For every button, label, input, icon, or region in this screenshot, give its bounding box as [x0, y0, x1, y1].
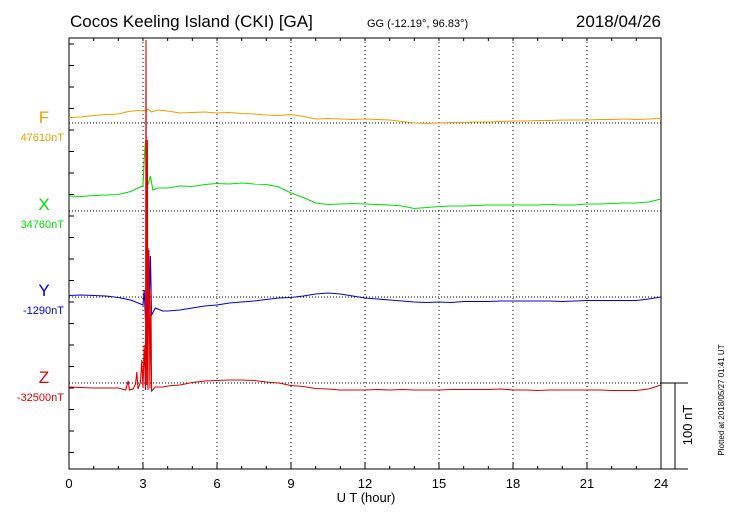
- series-label-y: Y: [38, 281, 49, 300]
- x-tick-label: 6: [213, 476, 220, 491]
- x-tick-label: 3: [139, 476, 146, 491]
- baseline-value-y: -1290nT: [23, 305, 64, 317]
- baseline-value-z: -32500nT: [17, 392, 64, 404]
- x-axis-label: U T (hour): [337, 490, 396, 505]
- x-tick-label: 21: [580, 476, 594, 491]
- series-line-f: [68, 108, 662, 125]
- x-tick-label: 18: [506, 476, 520, 491]
- plotted-note: Plotted at 2018/05/27 01:41 UT: [717, 344, 726, 455]
- station-coordinates: GG (-12.19°, 96.83°): [367, 18, 468, 30]
- series-label-z: Z: [39, 368, 49, 387]
- x-tick-label: 24: [654, 476, 668, 491]
- grid-lines: [142, 38, 588, 469]
- baseline-value-f: 47610nT: [21, 132, 65, 144]
- x-tick-label: 12: [358, 476, 372, 491]
- scale-bar-label: 100 nT: [680, 405, 695, 446]
- x-axis-ticks: 0 3 6 9 12 15 18 21 24: [65, 38, 668, 491]
- x-tick-label: 0: [65, 476, 72, 491]
- series-layer: [68, 39, 662, 393]
- series-label-x: X: [38, 195, 49, 214]
- scale-bar: [661, 382, 688, 470]
- x-tick-label: 15: [432, 476, 446, 491]
- series-label-f: F: [39, 108, 49, 127]
- baseline-value-x: 34760nT: [21, 219, 65, 231]
- series-line-z: [68, 39, 662, 393]
- x-tick-label: 9: [287, 476, 294, 491]
- chart-date: 2018/04/26: [576, 12, 661, 31]
- chart-title: Cocos Keeling Island (CKI) [GA]: [70, 12, 313, 31]
- series-labels: F 47610nT X 34760nT Y -1290nT Z -32500nT: [17, 108, 64, 404]
